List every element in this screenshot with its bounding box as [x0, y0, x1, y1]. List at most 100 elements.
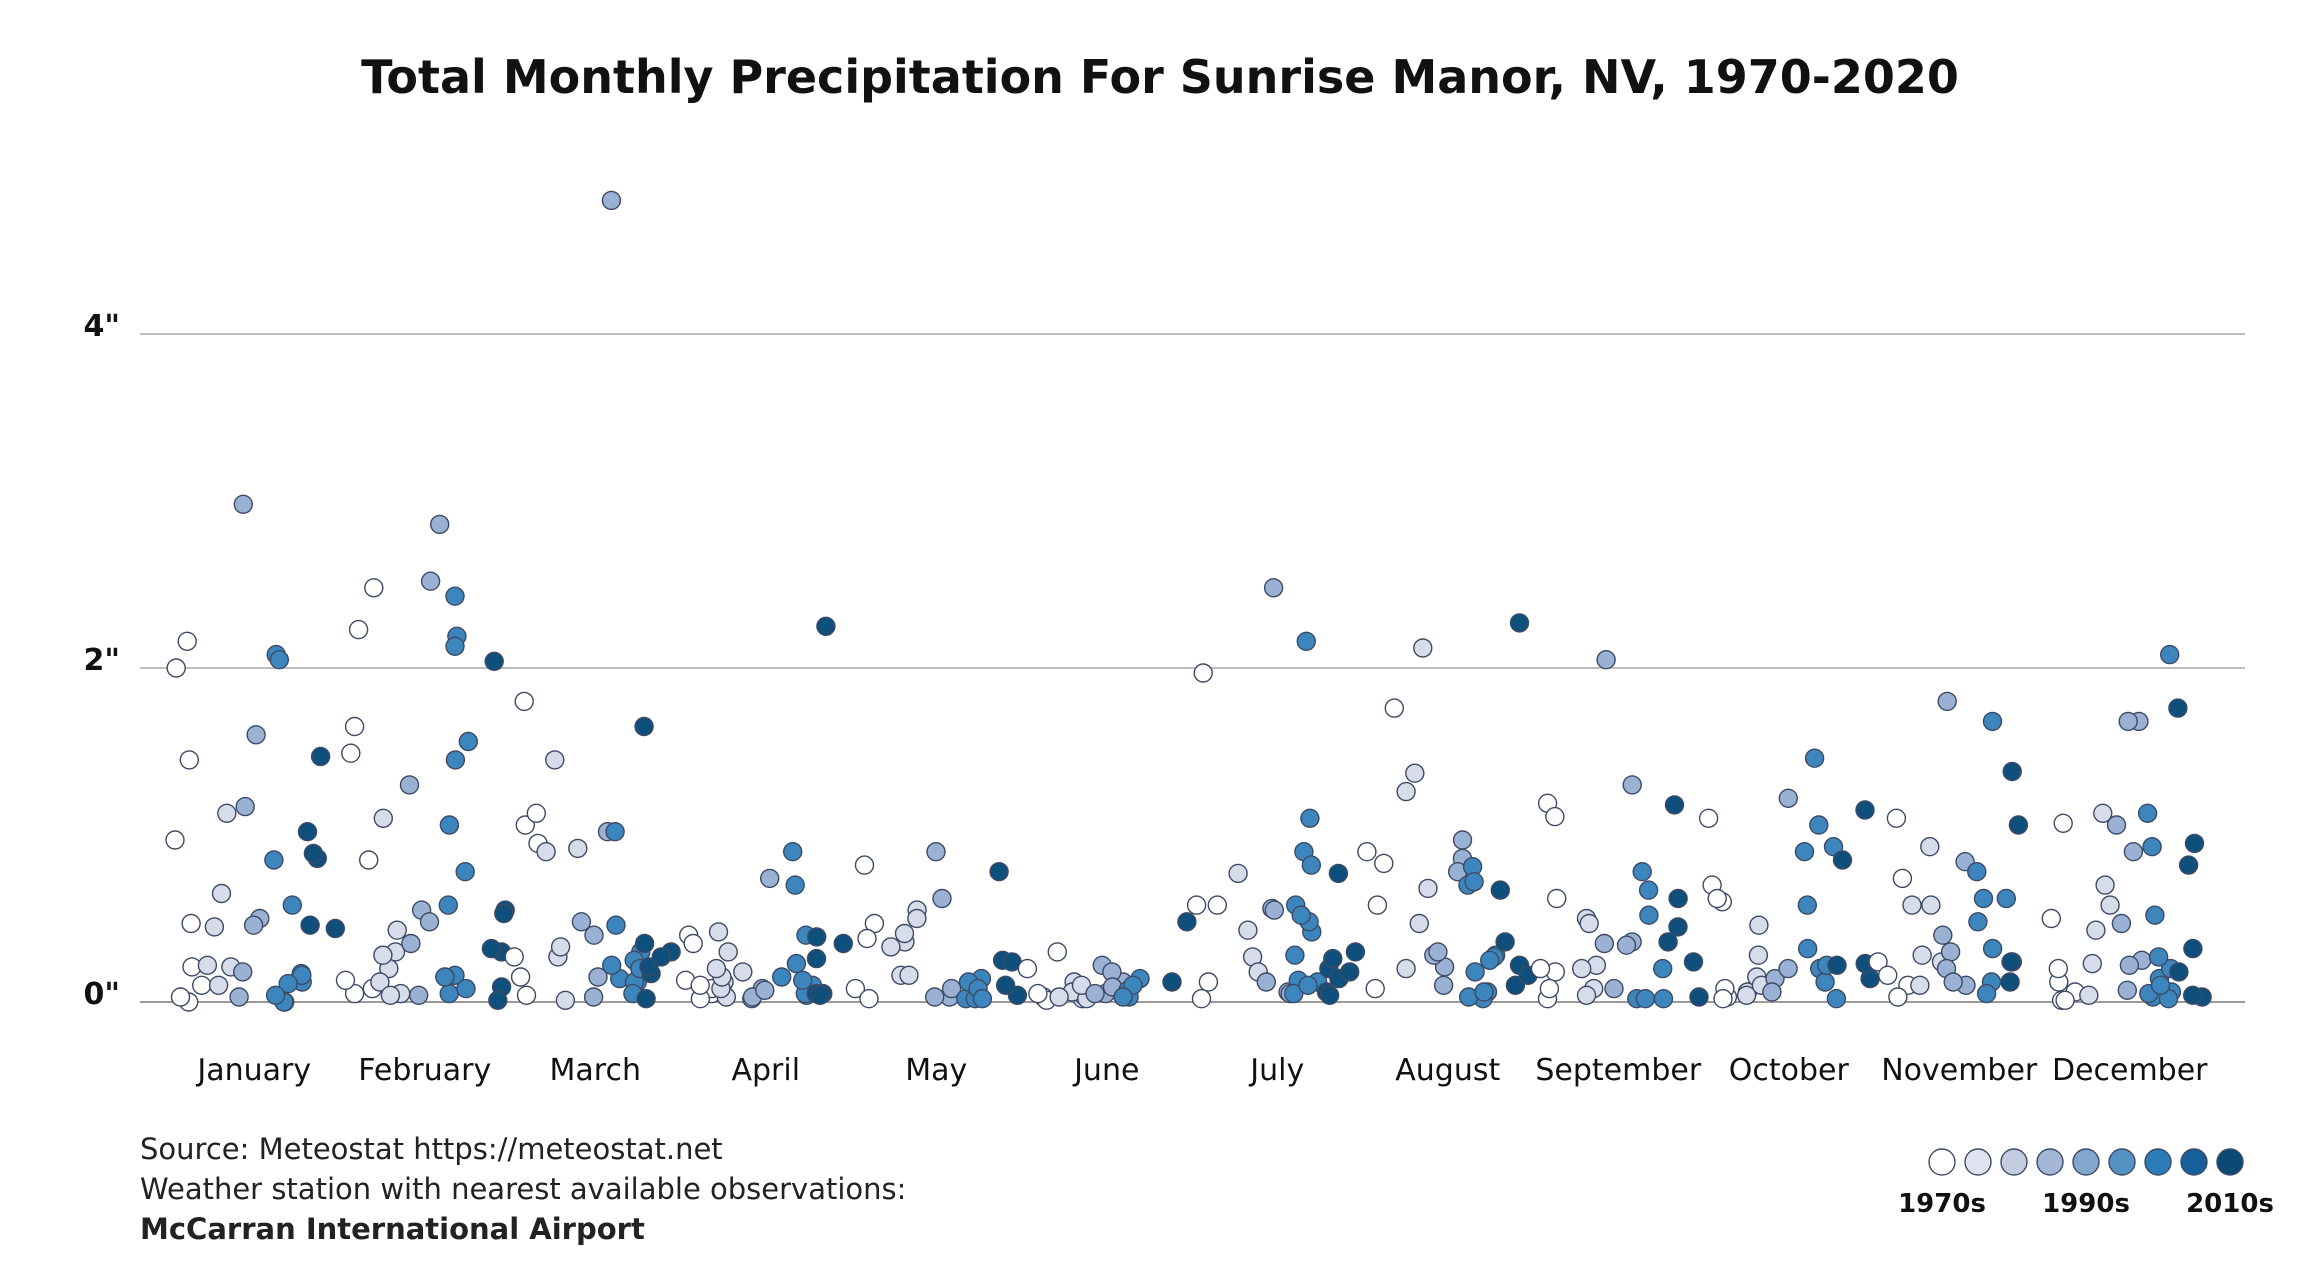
data-point: March 2010s: 0.27"	[651, 947, 671, 967]
data-point: July 2000s: 0.05"	[1284, 983, 1304, 1004]
legend-label: 1970s	[1898, 1189, 1986, 1219]
legend-swatch	[2216, 1148, 2244, 1176]
x-tick-label: September	[1535, 1053, 1701, 1088]
data-point: May 1970s: 0.38"	[857, 928, 877, 949]
data-point: October 2000s: 0.02"	[1826, 989, 1847, 1009]
data-point: August 1980s: 1.26"	[1396, 781, 1416, 802]
data-point: May 1970s: 0.02"	[859, 989, 879, 1009]
data-point: May 1980s: 0.16"	[899, 965, 919, 985]
data-point: December 1990s: 0.47"	[2111, 913, 2132, 934]
data-point: February 2000s: 1.06"	[439, 815, 460, 835]
data-point: March 2000s: 0.46"	[606, 915, 626, 935]
data-point: July 2000s: 0.1"	[1298, 975, 1318, 995]
data-point: May 1980s: 0.41"	[894, 923, 915, 944]
data-point: February 1980s: 0.43"	[387, 920, 407, 940]
data-point: June 1980s: 0.03"	[1049, 987, 1069, 1007]
data-point: April 2000s: 0.9"	[783, 842, 803, 862]
data-point: May 1970s: 0.82"	[854, 855, 875, 875]
data-point: September 2000s: 0.2"	[1652, 958, 1673, 979]
data-point: April 1980s: 0.42"	[708, 922, 729, 942]
x-tick-label: May	[905, 1053, 967, 1088]
data-point: June 1970s: 0.2"	[1017, 958, 1038, 979]
data-point: April 1980s: 0.2"	[706, 958, 727, 979]
data-point: July 2000s: 2.16"	[1296, 631, 1317, 651]
data-point: November 2000s: 0.62"	[1973, 888, 1994, 909]
data-point: August 1980s: 0.68"	[1418, 878, 1438, 899]
data-point: November 2000s: 0.78"	[1967, 862, 1987, 882]
data-point: September 1990s: 0.08"	[1604, 978, 1624, 999]
data-point: October 2000s: 0.32"	[1797, 938, 1818, 959]
data-point: August 1980s: 1.37"	[1405, 763, 1425, 783]
data-point: March 1970s: 1.06"	[515, 815, 535, 835]
data-point: December 1990s: 1.06"	[2106, 815, 2127, 835]
data-point: September 2010s: 1.18"	[1664, 795, 1685, 815]
data-point: January 1990s: 0.46"	[243, 915, 264, 935]
data-point: January 2000s: 2.05"	[269, 650, 289, 670]
data-point: September 1990s: 1.3"	[1622, 775, 1642, 795]
data-point: September 1970s: 0.62"	[1546, 888, 1567, 909]
data-point: September 1980s: 0.47"	[1579, 913, 1599, 934]
data-point: September 1990s: 0.35"	[1594, 933, 1615, 954]
chart-title: Total Monthly Precipitation For Sunrise …	[361, 50, 1959, 104]
data-point: August 2010s: 0.67"	[1490, 880, 1511, 900]
data-point: August 1990s: 0.97"	[1452, 830, 1473, 850]
data-point: November 1970s: 0.24"	[1868, 952, 1888, 972]
data-point: April 2010s: 2.25"	[816, 616, 836, 636]
data-point: April 2010s: 0.26"	[806, 948, 827, 969]
data-point: November 1990s: 0.4"	[1933, 925, 1953, 945]
data-point: March 2000s: 1.02"	[605, 822, 625, 842]
data-point: October 2000s: 0.93"	[1823, 837, 1844, 857]
y-tick-label: 2"	[83, 643, 120, 678]
data-point: September 1980s: 0.04"	[1576, 985, 1597, 1005]
data-point: October 1970s: 0.02"	[1713, 989, 1733, 1009]
x-tick-label: April	[731, 1053, 800, 1088]
data-point: April 2010s: 0.39"	[807, 927, 827, 947]
data-point: May 1970s: 0.08"	[845, 978, 866, 999]
data-point: September 1970s: 0.08"	[1539, 978, 1560, 999]
data-point: December 1970s: 1.07"	[2053, 813, 2073, 833]
data-point: February 2010s: 2.04"	[484, 651, 504, 671]
data-point: January 2010s: 1.47"	[310, 746, 331, 767]
data-point: August 1980s: 0.47"	[1409, 913, 1430, 934]
data-point: January 1980s: 0.65"	[211, 883, 232, 904]
data-point: August 1970s: 1.76"	[1384, 698, 1405, 718]
data-point: November 2000s: 0.48"	[1968, 912, 1988, 932]
data-point: March 1980s: 0.01"	[555, 990, 576, 1010]
data-point: December 1970s: 0.01"	[2055, 990, 2075, 1010]
data-point: March 2010s: 0.35"	[634, 933, 655, 954]
data-point: October 1990s: 0.2"	[1778, 958, 1798, 979]
data-point: May 2010s: 0.78"	[989, 862, 1009, 882]
data-point: December 1980s: 0.7"	[2095, 875, 2115, 895]
data-point: October 2000s: 0.12"	[1815, 972, 1835, 992]
data-point: December 2010s: 0.04"	[2182, 985, 2203, 1005]
data-point: May 1980s: 0.33"	[881, 937, 901, 957]
data-point: November 2000s: 1.68"	[1982, 711, 2003, 732]
data-point: February 1990s: 2.52"	[420, 571, 441, 591]
data-point: August 1990s: 0.1"	[1433, 975, 1454, 995]
y-axis-ticks: 0" 2" 4"	[83, 309, 120, 1012]
data-point: February 1990s: 0.04"	[409, 985, 429, 1005]
data-point: March 1980s: 0.92"	[568, 838, 588, 859]
data-point: January 1990s: 1.17"	[235, 796, 255, 817]
x-tick-label: October	[1729, 1053, 1850, 1088]
data-point: December 1980s: 0.43"	[2086, 920, 2106, 940]
data-point: February 1970s: 2.48"	[364, 578, 384, 598]
x-tick-label: March	[550, 1053, 641, 1088]
data-point: November 1980s: 0.28"	[1912, 945, 1932, 965]
x-tick-label: July	[1248, 1053, 1304, 1088]
data-point: March 2000s: 0.22"	[602, 955, 622, 975]
data-point: February 2000s: 1.45"	[445, 750, 466, 770]
data-point: June 2000s: 0.03"	[1113, 987, 1133, 1007]
data-point: May 1990s: 0.03"	[925, 987, 945, 1007]
data-point: September 2010s: 0.03"	[1689, 987, 1709, 1007]
data-point: August 2010s: 0.36"	[1495, 932, 1515, 952]
data-point: October 2010s: 0.22"	[1827, 955, 1847, 975]
data-point: February 2000s: 0.58"	[438, 895, 458, 915]
legend-label: 1990s	[2042, 1189, 2130, 1219]
data-point: November 2010s: 0.24"	[2001, 952, 2021, 972]
data-point: April 2000s: 0.23"	[786, 953, 807, 974]
data-point: November 2000s: 0.62"	[1996, 888, 2017, 909]
data-point: July 2010s: 0.3"	[1345, 942, 1366, 962]
data-point: March 1970s: 0.27"	[504, 947, 524, 967]
data-point: October 2010s: 0.85"	[1832, 850, 1853, 870]
